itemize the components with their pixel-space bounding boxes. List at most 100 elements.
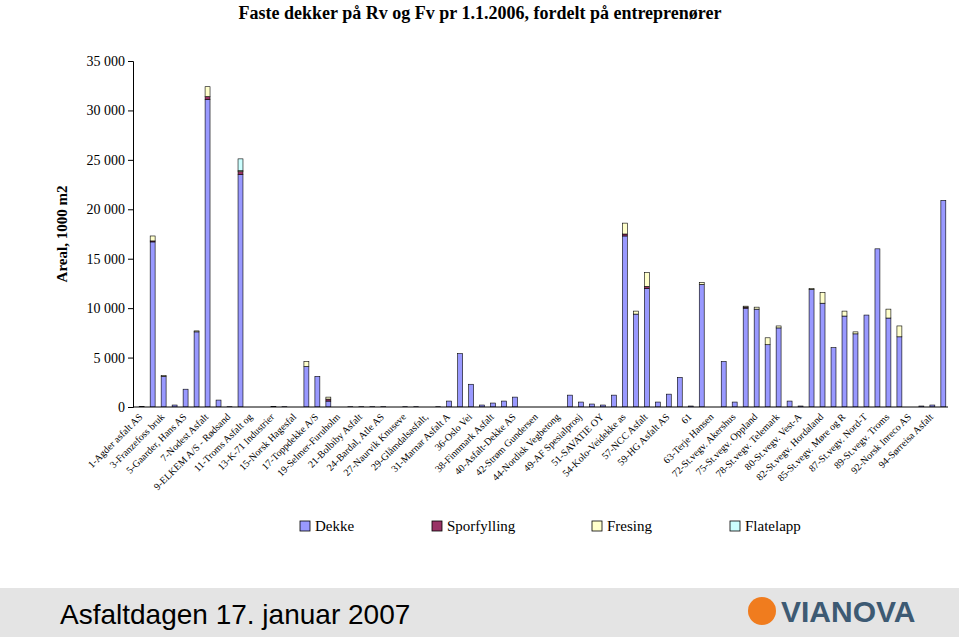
bar: [315, 376, 320, 377]
bar: [886, 309, 891, 318]
bar: [666, 394, 671, 395]
bar: [502, 401, 507, 402]
y-axis-title: Areal, 1000 m2: [54, 186, 70, 283]
bar: [469, 384, 474, 385]
bar: [721, 362, 726, 407]
bar: [447, 401, 452, 407]
bar: [875, 249, 880, 407]
bar: [491, 403, 496, 407]
bar: [655, 402, 660, 403]
bar: [930, 405, 935, 406]
series-1: [150, 97, 748, 401]
bar: [194, 330, 199, 331]
legend-item: Dekke: [300, 518, 354, 534]
bar: [622, 223, 627, 234]
bar: [600, 405, 605, 406]
bar: [809, 288, 814, 290]
bar: [677, 377, 682, 407]
bar: [150, 242, 155, 407]
bar: [765, 338, 770, 345]
bar: [194, 330, 199, 332]
bar: [787, 401, 792, 402]
footer-band: [0, 588, 959, 637]
bar: [655, 402, 660, 407]
bar: [600, 405, 605, 406]
bar: [469, 384, 474, 385]
axis-line: [128, 62, 134, 408]
bar: [842, 311, 847, 316]
bar: [776, 328, 781, 407]
bar: [798, 406, 803, 407]
bar: [567, 395, 572, 396]
bar: [513, 397, 518, 407]
bar: [216, 400, 221, 401]
tick-mark: [128, 407, 133, 408]
tick: 94-Sørreisa Asfalt: [876, 411, 935, 470]
tick-mark: [128, 259, 133, 260]
bar: [941, 200, 946, 407]
bar: [469, 384, 474, 407]
bar: [787, 401, 792, 402]
tick-label: 0: [118, 400, 125, 415]
bar: [699, 284, 704, 407]
bar: [941, 200, 946, 201]
bar: [205, 100, 210, 407]
bar: [765, 337, 770, 338]
footer: Asfaltdagen 17. januar 2007VIANOVA: [0, 588, 959, 637]
tick-label: 25 000: [87, 153, 126, 168]
bar: [666, 394, 671, 395]
legend: DekkeSporfyllingFresingFlatelapp: [300, 518, 801, 534]
bar: [205, 87, 210, 97]
bar: [205, 97, 210, 100]
bar: [480, 405, 485, 406]
bar: [864, 315, 869, 316]
bar: [666, 394, 671, 395]
tick-mark: [128, 160, 133, 161]
tick-mark: [128, 209, 133, 210]
bar: [304, 366, 309, 407]
bar: [765, 345, 770, 407]
bar: [513, 397, 518, 398]
bar: [820, 303, 825, 407]
bar: [897, 337, 902, 407]
bar: [502, 401, 507, 402]
bar: [809, 289, 814, 290]
bar: [633, 311, 638, 314]
bar: [831, 348, 836, 407]
bar: [809, 289, 814, 407]
bar: [567, 395, 572, 407]
bar: [326, 397, 331, 399]
tick-mark: [128, 110, 133, 111]
bar: [732, 402, 737, 403]
tick: 0: [118, 400, 133, 415]
bar: [875, 248, 880, 249]
bar: [491, 403, 496, 404]
bar: [853, 334, 858, 407]
bar: [732, 402, 737, 407]
bar: [875, 248, 880, 249]
tick-label: 30 000: [87, 103, 126, 118]
bar: [502, 401, 507, 407]
bar: [644, 288, 649, 407]
bar: [842, 311, 847, 312]
bar: [161, 375, 166, 376]
bar: [578, 402, 583, 407]
legend-item: Fresing: [592, 518, 653, 534]
bar: [183, 389, 188, 390]
bar: [315, 376, 320, 377]
bar: [688, 406, 693, 407]
bar: [304, 361, 309, 362]
bar: [897, 325, 902, 326]
bar: [469, 384, 474, 385]
bar: [161, 375, 166, 377]
tick-label: 10 000: [87, 301, 126, 316]
bar: [150, 236, 155, 241]
bar: [315, 376, 320, 377]
bar: [611, 395, 616, 396]
chart: Faste dekker på Rv og Fv pr 1.1.2006, fo…: [0, 0, 959, 637]
bar: [205, 86, 210, 87]
legend-swatch: [432, 521, 442, 531]
series-0: [139, 100, 946, 407]
bar: [589, 404, 594, 405]
bar: [666, 394, 671, 407]
